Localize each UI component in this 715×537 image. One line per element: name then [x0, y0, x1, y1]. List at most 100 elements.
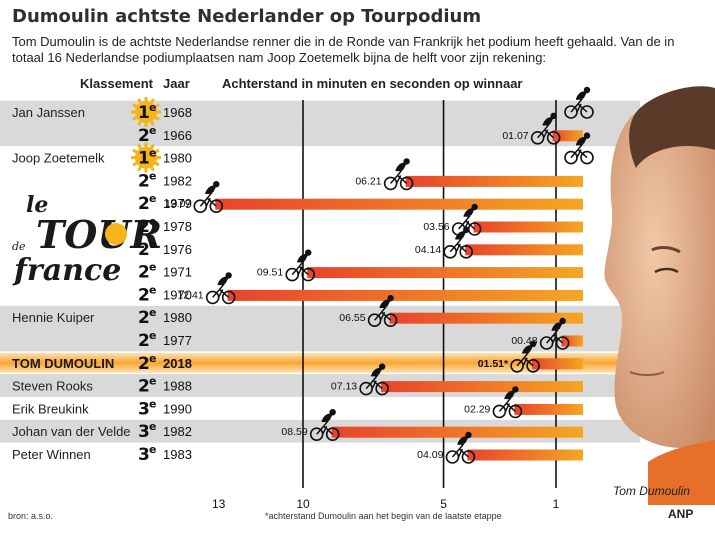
gap-label: 03.56 [423, 221, 449, 233]
cyclist-frame-icon [291, 260, 309, 276]
sun-medal-icon [131, 142, 161, 173]
portrait-caption: Tom Dumoulin [613, 484, 690, 498]
source-credit: bron: a.s.o. [8, 511, 54, 521]
cyclist-wheel-icon [461, 450, 476, 464]
rider-name: Erik Breukink [12, 401, 89, 416]
cyclist-icon [530, 112, 561, 145]
rider-name: Steven Rooks [12, 379, 93, 394]
cyclist-frame-icon [570, 143, 588, 159]
podium-year: 1977 [163, 333, 192, 348]
intro-text: Tom Dumoulin is de achtste Nederlandse r… [12, 34, 675, 65]
cyclist-wheel-icon [459, 245, 474, 259]
cyclist-body-icon [455, 231, 467, 239]
x-tick-label: 13 [212, 497, 226, 511]
rank-number: 2 [138, 126, 150, 146]
rank-number: 3 [138, 422, 150, 442]
gap-bar [307, 267, 583, 279]
gap-label: 13.07 [165, 198, 191, 210]
podium-year: 1983 [163, 447, 192, 462]
gap-bar [381, 381, 583, 393]
podium-year: 1982 [163, 424, 192, 439]
podium-year: 2018 [163, 356, 192, 371]
cyclist-head-icon [465, 431, 472, 439]
rank-number: 2 [138, 308, 150, 328]
cyclist-body-icon [217, 276, 229, 285]
cyclist-icon [443, 226, 474, 259]
rank-suffix: e [149, 352, 156, 365]
sun-disc-icon [135, 146, 157, 169]
podium-year: 1970 [163, 287, 192, 302]
header-klassement: Klassement [80, 76, 153, 91]
cyclist-icon [367, 295, 398, 328]
rank-number: 2 [138, 240, 150, 260]
rank-suffix: e [149, 124, 156, 137]
row-band [0, 123, 640, 147]
cyclist-frame-icon [498, 397, 516, 412]
rank-number: 2 [138, 354, 150, 374]
gap-bar [331, 426, 583, 438]
svg-text:TOUR: TOUR [36, 212, 162, 257]
cyclist-frame-icon [451, 443, 469, 458]
rank-number: 2 [138, 194, 150, 214]
cyclist-body-icon [576, 136, 587, 145]
cyclist-body-icon [551, 322, 563, 330]
rank-suffix: e [149, 238, 156, 251]
gap-bar [514, 403, 583, 415]
cyclist-frame-icon [449, 238, 467, 253]
sun-disc-icon [135, 101, 157, 123]
gap-bar [473, 221, 583, 233]
podium-year: 1980 [163, 310, 192, 325]
podium-year: 1990 [163, 401, 192, 416]
highlight-band [0, 352, 640, 373]
rank-suffix: e [149, 329, 156, 342]
cyclist-head-icon [583, 86, 591, 94]
cyclist-head-icon [305, 249, 312, 256]
cyclist-body-icon [205, 185, 217, 194]
podium-year: 1980 [163, 151, 192, 166]
rider-name: TOM DUMOULIN [12, 356, 114, 371]
cyclist-icon [359, 363, 389, 396]
rank-suffix: e [149, 420, 156, 433]
cyclist-wheel-icon [580, 105, 594, 119]
gap-label: 06.21 [355, 175, 381, 187]
sun-medal-icon [131, 97, 161, 127]
rank-suffix: e [149, 192, 156, 205]
cyclist-wheel-icon [555, 336, 570, 350]
tour-de-france-logo: le TOUR de france [12, 192, 162, 288]
gap-bar [467, 449, 583, 461]
gap-bar [215, 198, 583, 210]
cyclist-wheel-icon [301, 267, 316, 282]
svg-text:le: le [26, 192, 48, 218]
rank-suffix: e [149, 101, 156, 114]
cyclist-body-icon [457, 436, 469, 444]
cyclist-frame-icon [546, 329, 564, 344]
gap-bar [552, 130, 583, 142]
rider-name: Hennie Kuiper [12, 310, 95, 325]
cyclist-head-icon [550, 112, 557, 119]
cyclist-wheel-icon [526, 358, 540, 373]
rank-number: 1 [138, 103, 150, 123]
cyclist-wheel-icon [383, 313, 398, 328]
row-band [0, 100, 640, 124]
page-title: Dumoulin achtste Nederlander op Tourpodi… [12, 6, 482, 27]
rank-suffix: e [149, 397, 156, 410]
podium-year: 1982 [163, 173, 192, 188]
podium-year: 1968 [163, 105, 192, 120]
header-achterstand: Achterstand in minuten en seconden op wi… [222, 76, 523, 91]
cyclist-head-icon [225, 272, 232, 279]
cyclist-icon [492, 386, 523, 419]
gap-bar [532, 358, 583, 370]
gap-label: 12.41 [177, 289, 203, 301]
cyclist-icon [309, 409, 340, 442]
cyclist-head-icon [463, 226, 470, 233]
rank-suffix: e [149, 215, 156, 228]
cyclist-body-icon [542, 117, 554, 125]
rider-name: Peter Winnen [12, 447, 91, 462]
rider-name: Jan Janssen [12, 105, 85, 120]
cyclist-frame-icon [212, 283, 230, 298]
x-tick-label: 1 [553, 497, 560, 511]
rank-number: 3 [138, 399, 150, 419]
cyclist-frame-icon [316, 420, 334, 435]
gap-label: 01.51* [478, 358, 509, 370]
